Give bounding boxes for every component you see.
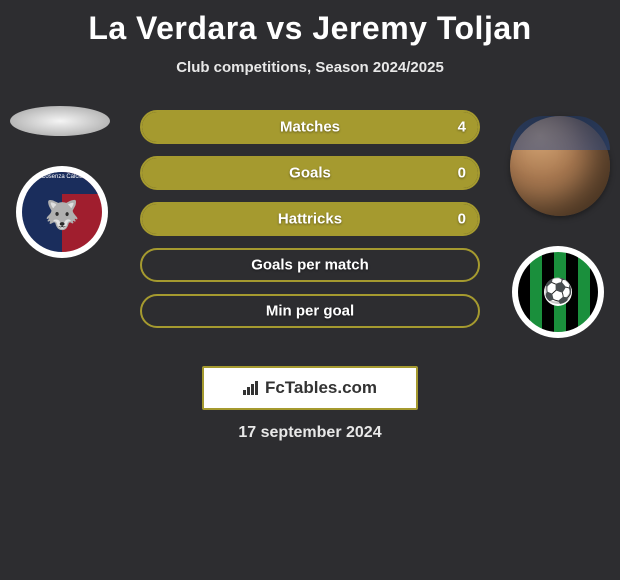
club-left-logo: Cosenza Calcio 🐺	[16, 166, 108, 258]
bar-label: Matches	[142, 119, 478, 136]
page-subtitle: Club competitions, Season 2024/2025	[0, 59, 620, 76]
bar-label: Goals per match	[142, 257, 478, 274]
bar-value-right: 4	[458, 119, 466, 136]
date-label: 17 september 2024	[0, 424, 620, 442]
bar-value-right: 0	[458, 165, 466, 182]
club-right-logo	[512, 246, 604, 338]
comparison-panel: Cosenza Calcio 🐺 Matches4Goals0Hattricks…	[0, 106, 620, 366]
wolf-icon: 🐺	[45, 199, 80, 232]
stat-bar: Matches4	[140, 110, 480, 144]
stat-bar: Goals per match	[140, 248, 480, 282]
bar-value-right: 0	[458, 211, 466, 228]
player-right-avatar	[510, 116, 610, 216]
bar-label: Min per goal	[142, 303, 478, 320]
brand-banner[interactable]: FcTables.com	[202, 366, 418, 410]
bar-label: Goals	[142, 165, 478, 182]
brand-text: FcTables.com	[265, 378, 377, 398]
player-left-avatar	[10, 106, 110, 136]
club-left-name: Cosenza Calcio	[22, 172, 102, 194]
stat-bars: Matches4Goals0Hattricks0Goals per matchM…	[140, 110, 480, 340]
bar-chart-icon	[243, 381, 261, 395]
soccer-ball-icon	[544, 278, 572, 306]
bar-label: Hattricks	[142, 211, 478, 228]
page-title: La Verdara vs Jeremy Toljan	[0, 0, 620, 47]
stat-bar: Goals0	[140, 156, 480, 190]
stat-bar: Min per goal	[140, 294, 480, 328]
stat-bar: Hattricks0	[140, 202, 480, 236]
